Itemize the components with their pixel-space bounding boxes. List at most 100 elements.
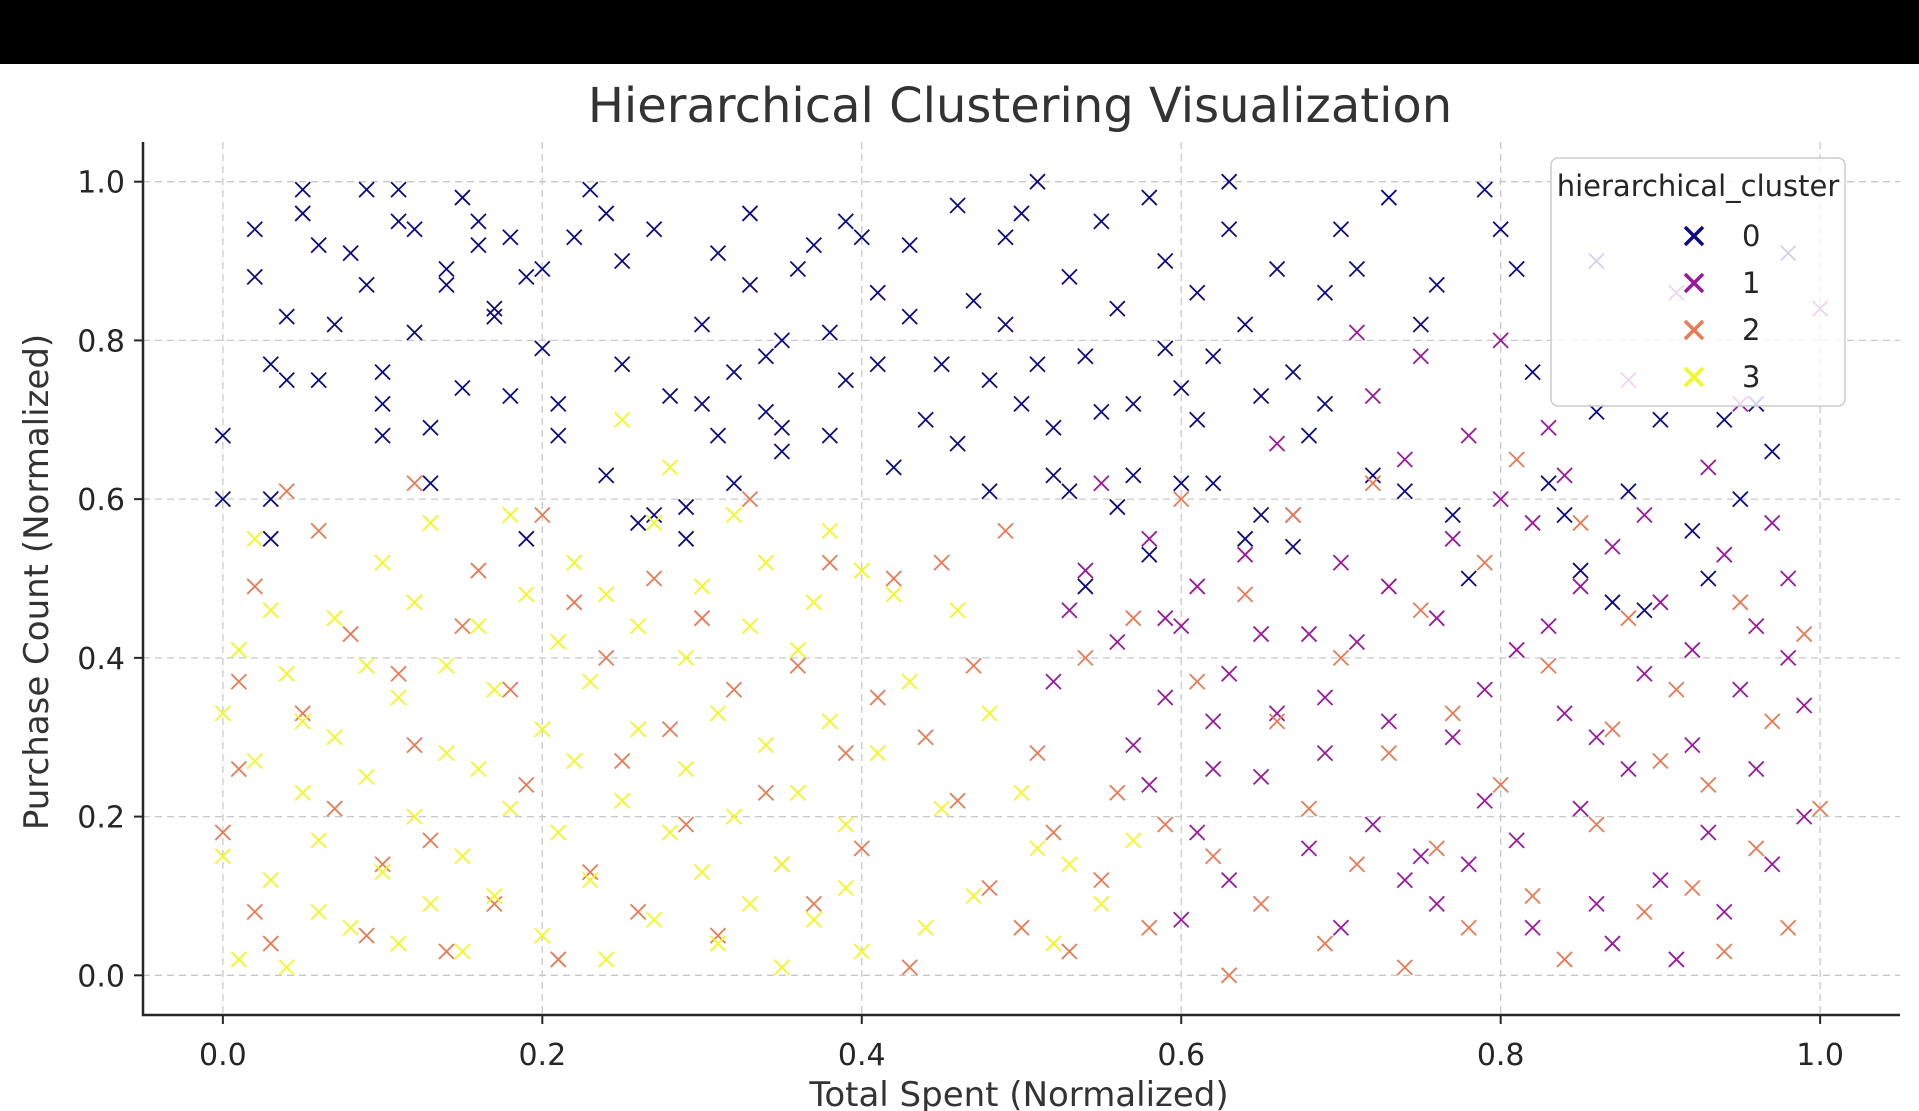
data-point [965, 657, 982, 674]
data-point [294, 705, 311, 722]
data-point [358, 657, 375, 674]
data-point [709, 705, 727, 722]
x-tick-label: 0.2 [518, 1038, 566, 1073]
data-point [1620, 760, 1637, 778]
data-point [1284, 506, 1302, 524]
data-point [1476, 792, 1493, 809]
data-point [1588, 816, 1605, 833]
data-point [1013, 919, 1030, 936]
x-tick-label: 1.0 [1796, 1038, 1844, 1073]
series-3 [214, 411, 1142, 976]
data-point [773, 856, 791, 873]
data-point [1077, 578, 1094, 595]
data-point [693, 316, 711, 333]
data-point [630, 903, 647, 920]
data-point [1221, 665, 1238, 682]
data-point [1604, 538, 1621, 555]
data-point [741, 276, 759, 293]
data-point [486, 887, 503, 905]
data-point [374, 364, 391, 381]
data-point [1508, 832, 1525, 849]
data-point [246, 578, 263, 595]
data-point [853, 562, 870, 579]
data-point [757, 403, 775, 420]
data-point [1716, 903, 1733, 920]
data-point [1524, 514, 1541, 532]
data-point [1125, 832, 1142, 849]
data-point [1556, 467, 1573, 484]
data-point [326, 316, 343, 333]
data-point [1029, 173, 1046, 190]
data-point [1268, 705, 1286, 722]
data-point [1588, 729, 1605, 746]
data-point [1093, 213, 1110, 230]
data-point [725, 681, 743, 698]
data-point [869, 744, 886, 762]
data-point [725, 808, 743, 825]
data-point [1764, 713, 1781, 730]
data-point [1029, 744, 1046, 762]
data-point [310, 237, 327, 254]
data-point [1412, 316, 1429, 333]
data-point [869, 284, 886, 301]
data-point [598, 467, 615, 484]
data-point [1700, 570, 1717, 587]
data-point [598, 205, 615, 222]
data-point [1157, 689, 1174, 706]
data-point [566, 594, 583, 611]
data-point [262, 871, 279, 889]
data-point [1173, 911, 1190, 928]
data-point [725, 475, 743, 492]
data-point [1141, 546, 1158, 563]
data-point [757, 737, 775, 754]
data-point [1716, 411, 1733, 428]
data-point [582, 181, 599, 198]
data-point [821, 713, 838, 730]
data-point [214, 848, 232, 865]
data-point [374, 864, 391, 881]
data-point [693, 395, 711, 413]
data-point [1780, 919, 1797, 936]
data-point [1300, 800, 1318, 817]
data-point [406, 808, 423, 825]
data-point [1284, 364, 1302, 381]
data-point [997, 316, 1014, 333]
data-point [486, 895, 503, 913]
data-point [342, 625, 359, 643]
data-point [1556, 705, 1573, 722]
data-point [1444, 729, 1461, 746]
data-point [1396, 451, 1413, 468]
data-point [390, 689, 407, 706]
data-point [949, 792, 966, 809]
data-point [1476, 181, 1493, 198]
data-point [661, 459, 679, 476]
data-point [837, 744, 854, 762]
data-point [981, 879, 998, 897]
legend-label: 3 [1742, 360, 1760, 394]
data-point [1636, 506, 1653, 524]
data-point [1093, 403, 1110, 420]
data-point [1364, 816, 1382, 833]
data-point [1428, 610, 1445, 627]
data-point [246, 221, 263, 238]
data-point [1620, 610, 1637, 627]
data-point [1061, 943, 1078, 960]
data-point [1316, 284, 1334, 301]
data-point [1221, 967, 1238, 984]
data-point [1732, 490, 1749, 508]
data-point [1252, 506, 1270, 524]
data-point [1796, 697, 1813, 714]
data-point [1764, 514, 1781, 532]
data-point [1508, 260, 1525, 278]
data-point [1300, 427, 1318, 444]
data-point [1380, 744, 1398, 762]
data-point [502, 506, 519, 524]
data-point [773, 332, 791, 349]
data-point [342, 919, 359, 936]
y-tick-label: 0.6 [77, 483, 125, 518]
data-point [262, 602, 279, 619]
data-point [1524, 919, 1541, 936]
data-point [262, 490, 279, 508]
data-point [614, 752, 631, 770]
